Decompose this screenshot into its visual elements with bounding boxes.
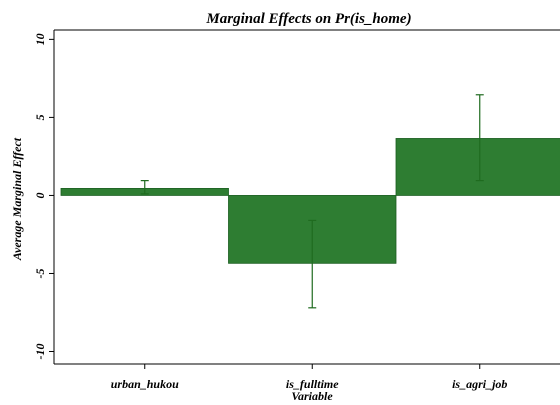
axes-layer: -10 -5 0 5 10 urban_hukou is_fulltime is_agri_j…	[33, 29, 560, 391]
bar-is_agri_job	[395, 138, 560, 196]
error-bars-layer	[140, 94, 484, 309]
error-bar-is_fulltime	[308, 219, 317, 309]
error-bar-urban_hukou	[140, 180, 149, 195]
bars-layer	[60, 138, 560, 264]
x-tick-label: is_fulltime	[286, 377, 339, 391]
error-bar-is_agri_job	[475, 94, 484, 182]
x-tick-label: is_agri_job	[452, 377, 507, 391]
x-tick-label: urban_hukou	[111, 377, 179, 391]
x-axis-title: Variable	[291, 389, 333, 403]
y-tick-label: -5	[33, 268, 47, 278]
y-axis-title: Average Marginal Effect	[10, 137, 24, 261]
chart-title: Marginal Effects on Pr(is_home)	[205, 11, 411, 27]
y-tick-label: 5	[33, 114, 47, 120]
y-tick-label: -10	[33, 344, 47, 360]
y-tick-label: 0	[33, 192, 47, 198]
y-tick-label: 10	[33, 33, 47, 45]
